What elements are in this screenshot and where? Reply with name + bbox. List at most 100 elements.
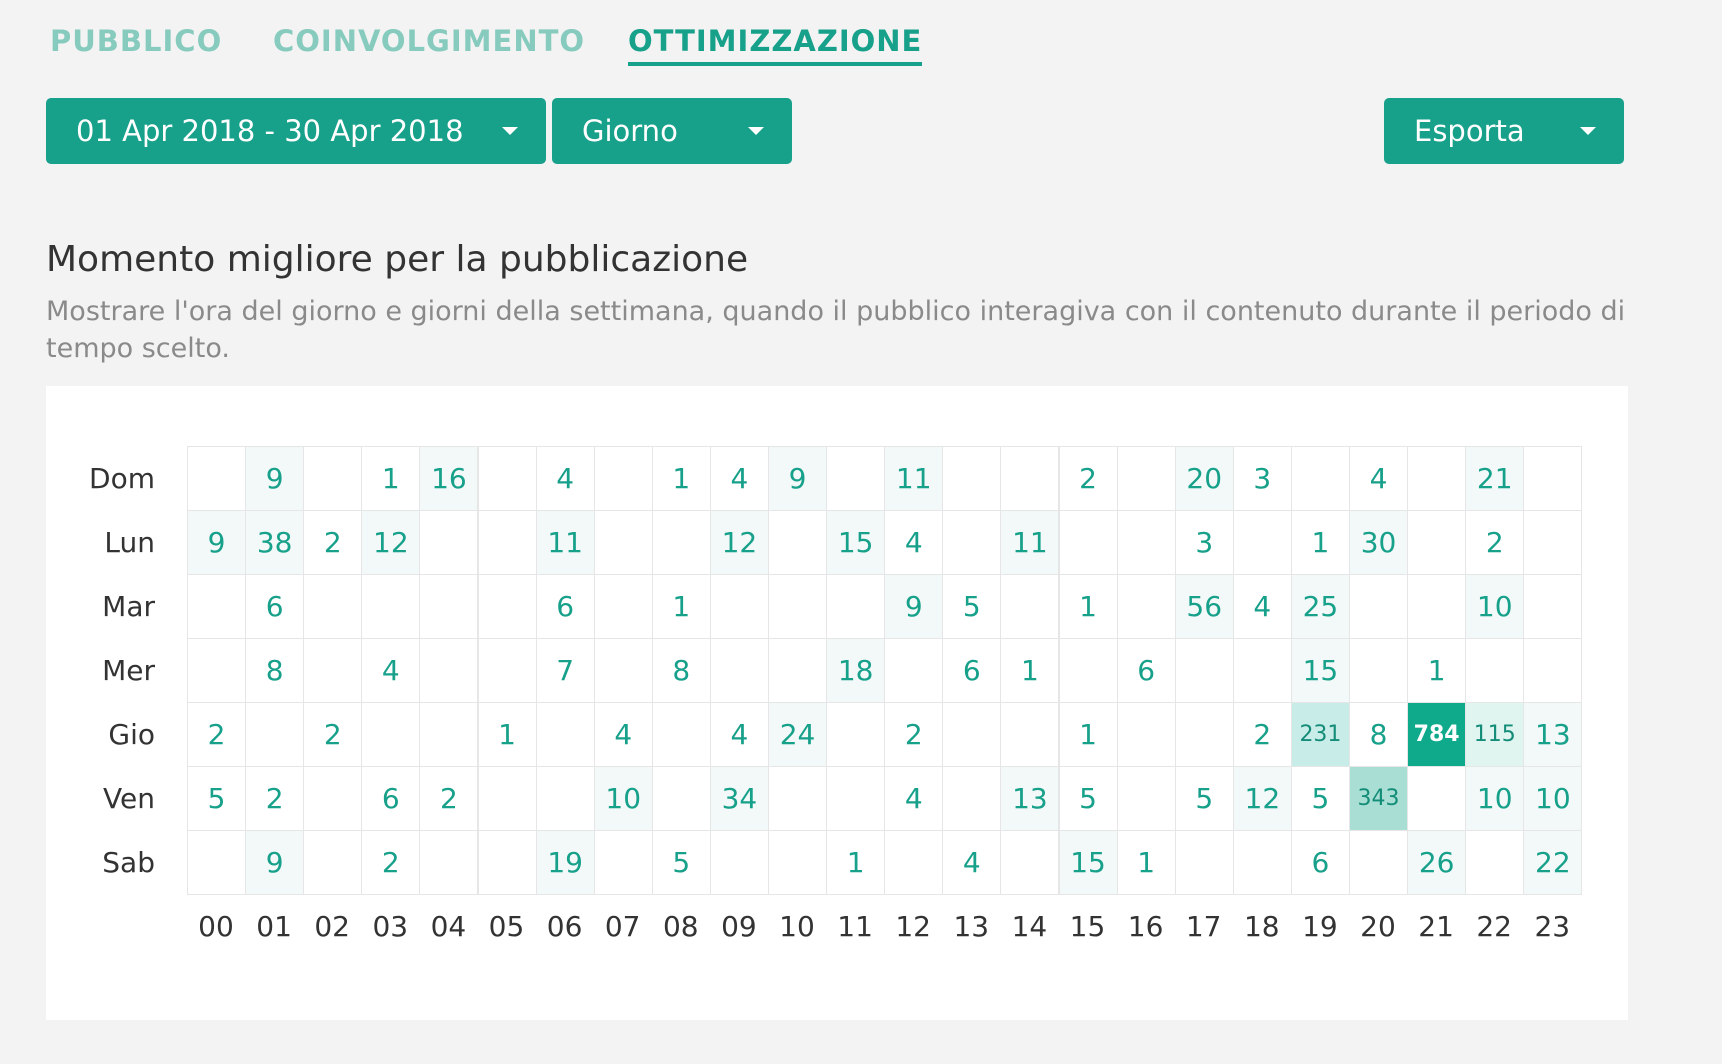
- heatmap-cell[interactable]: 5: [651, 830, 711, 895]
- heatmap-cell[interactable]: [942, 446, 1002, 511]
- heatmap-cell[interactable]: [477, 766, 537, 831]
- heatmap-cell[interactable]: [477, 510, 537, 575]
- heatmap-cell[interactable]: [1000, 830, 1060, 895]
- heatmap-cell[interactable]: 12: [1232, 766, 1292, 831]
- heatmap-cell[interactable]: [1523, 638, 1583, 703]
- heatmap-cell[interactable]: [942, 766, 1002, 831]
- heatmap-cell[interactable]: [1407, 446, 1467, 511]
- heatmap-cell[interactable]: [477, 830, 537, 895]
- heatmap-cell[interactable]: 5: [1058, 766, 1118, 831]
- heatmap-cell[interactable]: 1: [1116, 830, 1176, 895]
- heatmap-cell[interactable]: 2: [1465, 510, 1525, 575]
- heatmap-cell[interactable]: [1116, 766, 1176, 831]
- heatmap-cell[interactable]: 3: [1232, 446, 1292, 511]
- heatmap-cell[interactable]: [419, 574, 479, 639]
- heatmap-cell[interactable]: 6: [942, 638, 1002, 703]
- heatmap-cell[interactable]: 6: [1290, 830, 1350, 895]
- heatmap-cell[interactable]: 11: [535, 510, 595, 575]
- heatmap-cell[interactable]: 26: [1407, 830, 1467, 895]
- heatmap-cell[interactable]: 6: [1116, 638, 1176, 703]
- heatmap-cell[interactable]: 5: [187, 766, 247, 831]
- heatmap-cell[interactable]: [709, 830, 769, 895]
- heatmap-cell[interactable]: [1116, 574, 1176, 639]
- heatmap-cell[interactable]: 6: [361, 766, 421, 831]
- heatmap-cell[interactable]: [361, 574, 421, 639]
- heatmap-cell[interactable]: [1000, 446, 1060, 511]
- tab-coinvolgimento[interactable]: COINVOLGIMENTO: [273, 24, 586, 58]
- heatmap-cell[interactable]: 15: [1290, 638, 1350, 703]
- heatmap-cell[interactable]: [768, 638, 828, 703]
- heatmap-cell[interactable]: 12: [361, 510, 421, 575]
- heatmap-cell[interactable]: 115: [1465, 702, 1525, 767]
- heatmap-cell[interactable]: 10: [593, 766, 653, 831]
- heatmap-cell[interactable]: [1174, 702, 1234, 767]
- heatmap-cell[interactable]: [1407, 510, 1467, 575]
- heatmap-cell[interactable]: [651, 702, 711, 767]
- heatmap-cell[interactable]: [477, 446, 537, 511]
- heatmap-cell[interactable]: [1349, 830, 1409, 895]
- heatmap-cell[interactable]: 7: [535, 638, 595, 703]
- heatmap-cell[interactable]: 25: [1290, 574, 1350, 639]
- heatmap-cell[interactable]: 18: [826, 638, 886, 703]
- heatmap-cell[interactable]: [187, 446, 247, 511]
- heatmap-cell[interactable]: 2: [303, 510, 363, 575]
- heatmap-cell[interactable]: [419, 702, 479, 767]
- heatmap-cell[interactable]: [651, 510, 711, 575]
- heatmap-cell[interactable]: 56: [1174, 574, 1234, 639]
- heatmap-cell[interactable]: 38: [245, 510, 305, 575]
- heatmap-cell[interactable]: [768, 574, 828, 639]
- heatmap-cell[interactable]: [942, 510, 1002, 575]
- heatmap-cell[interactable]: 11: [884, 446, 944, 511]
- heatmap-cell[interactable]: 1: [1407, 638, 1467, 703]
- heatmap-cell[interactable]: [477, 574, 537, 639]
- heatmap-cell[interactable]: [303, 574, 363, 639]
- heatmap-cell[interactable]: [1523, 574, 1583, 639]
- heatmap-cell[interactable]: [768, 766, 828, 831]
- heatmap-cell[interactable]: [477, 638, 537, 703]
- heatmap-cell[interactable]: 2: [361, 830, 421, 895]
- heatmap-cell[interactable]: [593, 830, 653, 895]
- heatmap-cell[interactable]: 4: [884, 766, 944, 831]
- heatmap-cell[interactable]: 9: [768, 446, 828, 511]
- heatmap-cell[interactable]: [187, 638, 247, 703]
- heatmap-cell[interactable]: 4: [361, 638, 421, 703]
- heatmap-cell[interactable]: [1174, 830, 1234, 895]
- heatmap-cell[interactable]: 8: [1349, 702, 1409, 767]
- heatmap-cell[interactable]: 30: [1349, 510, 1409, 575]
- heatmap-cell[interactable]: [1407, 766, 1467, 831]
- heatmap-cell[interactable]: 2: [884, 702, 944, 767]
- heatmap-cell[interactable]: [593, 574, 653, 639]
- heatmap-cell[interactable]: [884, 830, 944, 895]
- heatmap-cell[interactable]: [593, 446, 653, 511]
- heatmap-cell[interactable]: [419, 638, 479, 703]
- heatmap-cell[interactable]: 4: [535, 446, 595, 511]
- heatmap-cell[interactable]: 10: [1523, 766, 1583, 831]
- heatmap-cell[interactable]: 6: [535, 574, 595, 639]
- heatmap-cell[interactable]: [303, 766, 363, 831]
- heatmap-cell[interactable]: [1290, 446, 1350, 511]
- heatmap-cell[interactable]: [768, 510, 828, 575]
- heatmap-cell[interactable]: 5: [1174, 766, 1234, 831]
- heatmap-cell[interactable]: [651, 766, 711, 831]
- heatmap-cell[interactable]: [419, 510, 479, 575]
- heatmap-cell[interactable]: [1058, 638, 1118, 703]
- heatmap-cell[interactable]: [1465, 638, 1525, 703]
- heatmap-cell[interactable]: 3: [1174, 510, 1234, 575]
- heatmap-cell[interactable]: 21: [1465, 446, 1525, 511]
- heatmap-cell[interactable]: [1000, 574, 1060, 639]
- heatmap-cell[interactable]: 1: [826, 830, 886, 895]
- heatmap-cell[interactable]: [1000, 702, 1060, 767]
- granularity-dropdown[interactable]: Giorno: [552, 98, 792, 164]
- heatmap-cell[interactable]: 9: [245, 446, 305, 511]
- heatmap-cell[interactable]: [1116, 446, 1176, 511]
- heatmap-cell[interactable]: 9: [245, 830, 305, 895]
- heatmap-cell[interactable]: 1: [651, 574, 711, 639]
- heatmap-cell[interactable]: 15: [826, 510, 886, 575]
- heatmap-cell[interactable]: [419, 830, 479, 895]
- heatmap-cell[interactable]: 9: [187, 510, 247, 575]
- heatmap-cell[interactable]: 10: [1465, 766, 1525, 831]
- heatmap-cell[interactable]: [768, 830, 828, 895]
- heatmap-cell[interactable]: [303, 830, 363, 895]
- heatmap-cell[interactable]: [1116, 702, 1176, 767]
- export-button[interactable]: Esporta: [1384, 98, 1624, 164]
